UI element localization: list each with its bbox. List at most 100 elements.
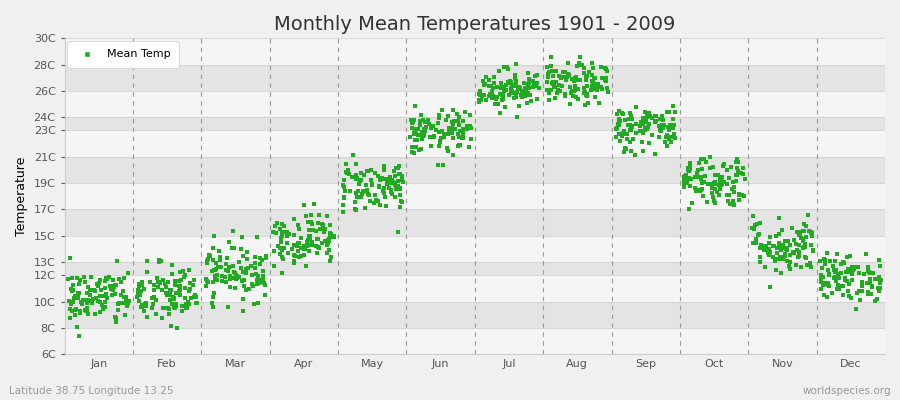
Point bbox=[340, 169, 355, 175]
Point bbox=[814, 274, 828, 281]
Point bbox=[447, 126, 462, 132]
Point bbox=[652, 123, 667, 130]
Point bbox=[304, 242, 319, 249]
Point bbox=[323, 231, 338, 238]
Point bbox=[433, 138, 447, 145]
Point bbox=[587, 74, 601, 81]
Point bbox=[648, 119, 662, 125]
Point bbox=[730, 171, 744, 178]
Point bbox=[590, 83, 605, 89]
Point bbox=[691, 187, 706, 193]
Point bbox=[610, 111, 625, 118]
Point bbox=[515, 89, 529, 95]
Point bbox=[821, 280, 835, 286]
Point bbox=[599, 85, 614, 92]
Point bbox=[505, 88, 519, 94]
Point bbox=[207, 233, 221, 239]
Point bbox=[793, 232, 807, 238]
Bar bbox=[65, 91, 885, 117]
Point bbox=[369, 196, 383, 203]
Point bbox=[573, 54, 588, 60]
Point bbox=[814, 286, 828, 292]
Point bbox=[520, 99, 535, 106]
Point bbox=[572, 62, 587, 68]
Point bbox=[581, 100, 596, 106]
Point bbox=[668, 109, 682, 116]
Point bbox=[293, 253, 308, 259]
Point bbox=[486, 84, 500, 91]
Point bbox=[184, 286, 198, 292]
Point bbox=[828, 273, 842, 280]
Point bbox=[302, 236, 317, 243]
Point bbox=[167, 295, 182, 302]
Point bbox=[98, 299, 112, 305]
Point bbox=[135, 304, 149, 310]
Point bbox=[292, 254, 306, 260]
Point bbox=[138, 301, 152, 308]
Point bbox=[341, 167, 356, 174]
Point bbox=[167, 282, 182, 288]
Point bbox=[387, 179, 401, 186]
Point bbox=[624, 127, 638, 133]
Point bbox=[567, 78, 581, 84]
Point bbox=[274, 270, 289, 276]
Point bbox=[130, 288, 145, 294]
Point bbox=[92, 280, 106, 287]
Point bbox=[655, 124, 670, 131]
Point bbox=[211, 272, 225, 278]
Point bbox=[418, 119, 432, 125]
Point bbox=[864, 291, 878, 297]
Point bbox=[227, 245, 241, 252]
Point bbox=[472, 88, 487, 94]
Point bbox=[68, 312, 82, 318]
Point bbox=[769, 267, 783, 273]
Point bbox=[418, 128, 432, 134]
Point bbox=[72, 333, 86, 339]
Point bbox=[291, 240, 305, 246]
Point bbox=[816, 274, 831, 280]
Point bbox=[561, 60, 575, 66]
Point bbox=[579, 77, 593, 83]
Bar bbox=[65, 117, 885, 130]
Point bbox=[798, 234, 813, 240]
Point bbox=[446, 106, 461, 113]
Point bbox=[579, 92, 593, 98]
Point bbox=[714, 174, 728, 180]
Point bbox=[872, 257, 886, 264]
Point bbox=[206, 304, 220, 311]
Title: Monthly Mean Temperatures 1901 - 2009: Monthly Mean Temperatures 1901 - 2009 bbox=[274, 15, 676, 34]
Point bbox=[508, 78, 523, 84]
Point bbox=[845, 277, 859, 283]
Point bbox=[825, 290, 840, 296]
Point bbox=[235, 278, 249, 284]
Point bbox=[134, 282, 148, 288]
Point bbox=[842, 280, 856, 287]
Point bbox=[239, 256, 254, 262]
Point bbox=[577, 65, 591, 72]
Point bbox=[429, 127, 444, 133]
Point bbox=[762, 248, 777, 255]
Point bbox=[86, 296, 101, 302]
Point bbox=[528, 73, 543, 80]
Point bbox=[861, 280, 876, 286]
Point bbox=[161, 278, 176, 285]
Point bbox=[682, 175, 697, 182]
Point bbox=[89, 295, 104, 301]
Point bbox=[599, 75, 614, 82]
Point bbox=[763, 234, 778, 241]
Point bbox=[391, 228, 405, 235]
Point bbox=[410, 137, 424, 143]
Point bbox=[292, 240, 306, 246]
Point bbox=[349, 206, 364, 213]
Point bbox=[61, 276, 76, 282]
Text: worldspecies.org: worldspecies.org bbox=[803, 386, 891, 396]
Point bbox=[459, 122, 473, 129]
Point bbox=[408, 137, 422, 143]
Point bbox=[68, 306, 83, 312]
Point bbox=[806, 248, 820, 254]
Point bbox=[814, 272, 828, 279]
Point bbox=[164, 287, 178, 294]
Point bbox=[81, 311, 95, 317]
Point bbox=[275, 246, 290, 253]
Point bbox=[435, 107, 449, 113]
